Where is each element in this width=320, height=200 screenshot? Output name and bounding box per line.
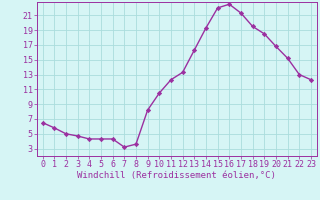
X-axis label: Windchill (Refroidissement éolien,°C): Windchill (Refroidissement éolien,°C) <box>77 171 276 180</box>
